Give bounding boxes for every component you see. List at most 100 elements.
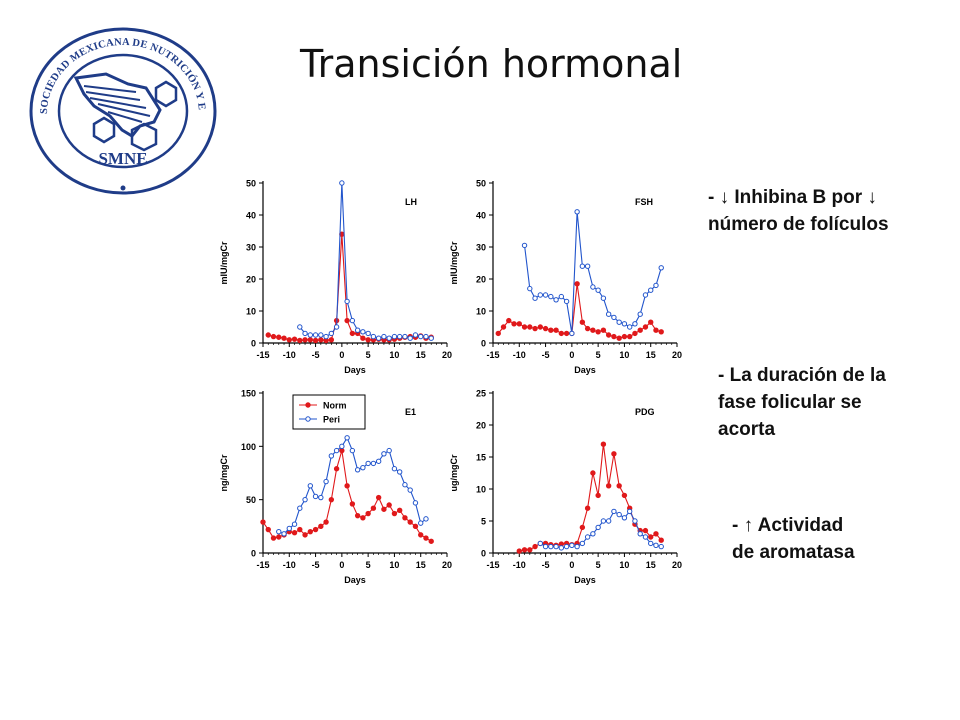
data-point-norm	[360, 515, 366, 521]
x-tick-label: 15	[646, 560, 656, 570]
data-point-norm	[584, 505, 591, 511]
data-point-norm	[386, 502, 392, 508]
data-point-norm	[265, 526, 271, 533]
data-point-peri	[626, 508, 633, 515]
data-point-peri	[605, 311, 612, 317]
data-point-norm	[553, 327, 559, 333]
y-tick-label: 50	[246, 179, 256, 189]
data-point-peri	[611, 508, 617, 515]
data-point-peri	[600, 518, 607, 524]
y-tick-label: 0	[481, 549, 486, 559]
data-point-peri	[297, 505, 303, 511]
y-axis-label: mIU/mgCr	[449, 241, 459, 285]
data-point-norm	[286, 337, 292, 343]
data-point-norm	[527, 547, 533, 553]
data-point-peri	[548, 293, 554, 300]
series-line-norm	[497, 283, 662, 339]
data-point-norm	[381, 506, 387, 512]
y-tick-label: 20	[476, 275, 486, 285]
x-tick-label: -5	[542, 350, 550, 360]
data-point-peri	[579, 540, 586, 547]
data-point-norm	[291, 530, 298, 536]
data-point-norm	[579, 319, 586, 325]
x-tick-label: -5	[542, 560, 550, 570]
data-point-norm	[527, 324, 533, 330]
y-axis-label: mIU/mgCr	[219, 241, 229, 285]
x-tick-label: 5	[366, 350, 371, 360]
x-tick-label: 20	[672, 350, 682, 360]
data-point-norm	[595, 329, 601, 335]
data-point-norm	[307, 528, 314, 535]
data-point-peri	[286, 525, 292, 532]
data-point-norm	[632, 330, 638, 337]
data-point-norm	[297, 337, 303, 344]
data-point-norm	[265, 332, 271, 338]
legend-marker	[305, 402, 311, 408]
data-point-peri	[527, 285, 533, 292]
data-point-norm	[276, 534, 282, 540]
data-point-peri	[339, 443, 345, 450]
data-point-peri	[291, 521, 298, 527]
data-point-peri	[307, 332, 314, 338]
data-point-peri	[521, 242, 528, 249]
data-point-norm	[291, 336, 298, 342]
legend-label: Norm	[323, 401, 347, 411]
data-point-norm	[333, 466, 340, 472]
x-axis-label: Days	[344, 365, 366, 375]
data-point-norm	[642, 324, 649, 330]
data-point-norm	[365, 510, 371, 517]
data-point-peri	[532, 295, 538, 301]
legend-label: Peri	[323, 415, 340, 425]
data-point-norm	[349, 501, 356, 507]
chart-title: PDG	[635, 407, 655, 417]
y-tick-label: 25	[476, 389, 486, 399]
x-axis-label: Days	[574, 365, 596, 375]
y-tick-label: 5	[481, 517, 486, 527]
data-point-norm	[653, 327, 659, 333]
data-point-peri	[563, 298, 570, 305]
y-tick-label: 20	[246, 275, 256, 285]
data-point-peri	[595, 287, 601, 293]
data-point-norm	[558, 330, 565, 337]
data-point-peri	[407, 335, 413, 341]
x-axis-label: Days	[344, 575, 366, 585]
data-point-norm	[590, 327, 596, 333]
data-point-norm	[365, 337, 371, 343]
data-point-norm	[418, 532, 424, 538]
y-tick-label: 150	[241, 389, 256, 399]
data-point-peri	[302, 496, 308, 503]
y-tick-label: 50	[246, 495, 256, 505]
data-point-peri	[375, 335, 382, 341]
data-point-peri	[574, 543, 580, 550]
data-point-norm	[495, 330, 501, 337]
data-point-peri	[318, 332, 324, 338]
x-tick-label: -10	[513, 350, 526, 360]
x-tick-label: -10	[513, 560, 526, 570]
y-tick-label: 0	[481, 339, 486, 349]
data-point-norm	[605, 332, 612, 338]
data-point-peri	[354, 327, 361, 333]
data-point-norm	[391, 510, 398, 517]
data-point-peri	[370, 333, 377, 340]
data-point-peri	[312, 493, 319, 500]
data-point-peri	[402, 482, 408, 488]
data-point-norm	[500, 324, 507, 330]
data-point-peri	[297, 324, 303, 330]
data-point-norm	[302, 532, 308, 538]
data-point-peri	[658, 265, 664, 271]
data-point-norm	[281, 335, 287, 341]
note-line: acorta	[718, 419, 776, 440]
data-point-peri	[632, 321, 638, 327]
x-tick-label: 10	[389, 350, 399, 360]
data-point-peri	[595, 524, 601, 531]
data-point-norm	[600, 327, 607, 333]
logo-ring-text: SOCIEDAD MEXICANA DE NUTRICIÓN Y ENDOCRI…	[28, 26, 207, 114]
data-point-norm	[511, 321, 517, 327]
data-point-norm	[307, 337, 314, 343]
data-point-peri	[333, 447, 340, 454]
chart-fsh: 0 10 20 30 40 50 -15 -10 -5 0 5 10 15 20 Days mIU/mgCr F…	[449, 179, 682, 376]
legend-box	[292, 394, 366, 430]
data-point-peri	[276, 528, 282, 535]
x-tick-label: 5	[596, 350, 601, 360]
data-point-norm	[318, 523, 324, 530]
